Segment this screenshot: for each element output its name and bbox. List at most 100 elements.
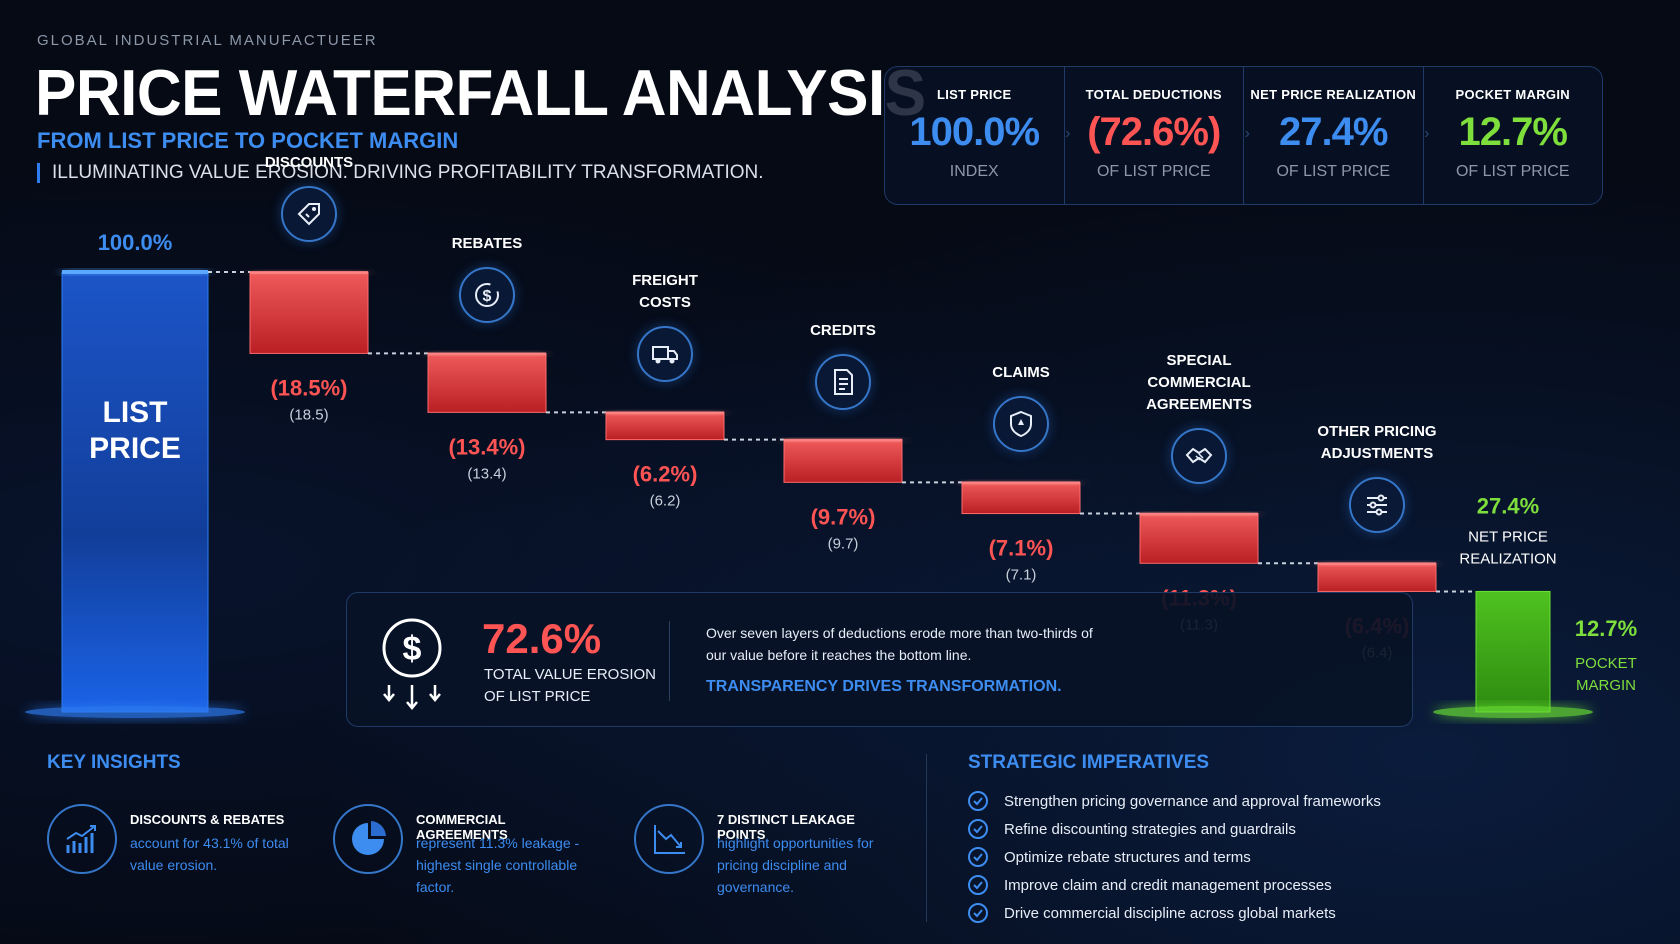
deduction-bar-glow [1318, 562, 1436, 566]
deduction-pct-label: (9.7%) [811, 504, 876, 529]
start-bar-base-glow [25, 706, 245, 718]
step-title-line: AGREEMENTS [1146, 395, 1252, 413]
kpi-label: LIST PRICE [936, 87, 1012, 102]
divider [669, 621, 670, 701]
list-item: Drive commercial discipline across globa… [968, 899, 1381, 927]
company-kicker: GLOBAL INDUSTRIAL MANUFACTUEER [37, 32, 378, 49]
step-title-line: OTHER PRICING [1317, 423, 1437, 441]
imperative-text: Optimize rebate structures and terms [1004, 848, 1251, 866]
check-circle-icon [968, 875, 988, 895]
pocket-value-label: 12.7% [1575, 616, 1637, 641]
start-value-label: 100.0% [98, 230, 173, 255]
erosion-value: 72.6% [482, 615, 602, 662]
step-title-line: DISCOUNTS [264, 154, 354, 171]
step-title-line: SPECIAL [1166, 351, 1232, 369]
list-item: Strengthen pricing governance and approv… [968, 787, 1381, 815]
end-bar [1475, 590, 1551, 713]
insight-body: highlight opportunities for pricing disc… [717, 835, 874, 895]
start-bar-label: LIST [103, 396, 168, 429]
page-title: PRICE WATERFALL ANALYSIS [35, 57, 926, 130]
insight-body: represent 11.3% leakage - highest single… [416, 835, 580, 895]
insight-title: 7 DISTINCT LEAKAGE POINTS [717, 812, 855, 842]
bar-chart-growth-icon [47, 804, 117, 874]
end-bar-base-glow [1433, 706, 1593, 718]
check-circle-icon [968, 819, 988, 839]
pie-chart-icon [333, 804, 403, 874]
kpi-label: NET PRICE REALIZATION [1250, 87, 1417, 102]
kpi-sub: OF LIST PRICE [1096, 163, 1211, 180]
kpi-list-price: LIST PRICE 100.0% INDEX › [885, 67, 1071, 204]
deduction-value-label: (7.1) [1006, 567, 1037, 584]
kpi-net-price-realization: NET PRICE REALIZATION 27.4% OF LIST PRIC… [1244, 67, 1430, 204]
step-title: CLAIMS [941, 362, 1101, 384]
insight-card: DISCOUNTS & REBATES account for 43.1% of… [47, 804, 307, 914]
deduction-pct-label: (13.4%) [448, 434, 525, 459]
deduction-pct-label: (18.5%) [270, 375, 347, 400]
kpi-strip: LIST PRICE 100.0% INDEX › TOTAL DEDUCTIO… [884, 66, 1603, 205]
summary-text: Over seven layers of deductions erode mo… [706, 625, 1093, 641]
step-title-line: CLAIMS [992, 364, 1050, 382]
deduction-value-label: (18.5) [289, 406, 328, 423]
document-icon [815, 353, 871, 410]
deduction-value-label: (9.7) [828, 535, 859, 552]
list-item: Improve claim and credit management proc… [968, 871, 1381, 899]
kpi-pocket-margin: POCKET MARGIN 12.7% OF LIST PRICE [1424, 67, 1603, 204]
summary-panel: $ 72.6% TOTAL VALUE EROSION OF LIST PRIC… [346, 592, 1413, 727]
step-title: FREIGHT COSTS [585, 270, 745, 314]
step-title: OTHER PRICING ADJUSTMENTS [1297, 421, 1457, 465]
dollar-erosion-icon: $ [377, 613, 447, 713]
step-title-line: COSTS [639, 294, 691, 312]
net-label: REALIZATION [1459, 550, 1556, 567]
chevron-right-icon: › [1424, 125, 1430, 142]
svg-text:$: $ [483, 288, 492, 305]
imperatives-list: Strengthen pricing governance and approv… [968, 787, 1381, 927]
deduction-bar-glow [784, 438, 902, 442]
tagline: ILLUMINATING VALUE EROSION. DRIVING PROF… [37, 163, 764, 183]
list-item: Refine discounting strategies and guardr… [968, 815, 1381, 843]
kpi-value: 100.0% [909, 110, 1040, 154]
shield-icon [993, 396, 1049, 453]
insight-card: COMMERCIAL AGREEMENTS represent 11.3% le… [333, 804, 593, 914]
deduction-bar-glow [962, 481, 1080, 485]
kpi-sub: OF LIST PRICE [1455, 163, 1570, 180]
kpi-label: TOTAL DEDUCTIONS [1085, 87, 1222, 102]
deduction-bar [605, 411, 725, 441]
start-bar-glow [62, 270, 208, 274]
deduction-bar [783, 439, 903, 483]
strategic-imperatives-title: STRATEGIC IMPERATIVES [968, 752, 1210, 773]
net-value-label: 27.4% [1477, 493, 1539, 518]
pocket-label: POCKET [1575, 655, 1637, 672]
deduction-value-label: (13.4) [467, 465, 506, 482]
deduction-bar-glow [428, 352, 546, 356]
imperative-text: Improve claim and credit management proc… [1004, 876, 1332, 894]
insight-body: account for 43.1% of total value erosion… [130, 835, 289, 873]
insight-card: 7 DISTINCT LEAKAGE POINTS highlight oppo… [634, 804, 894, 914]
tag-icon [281, 186, 337, 242]
step-title-line: REBATES [451, 235, 523, 253]
start-bar-label: PRICE [89, 432, 181, 465]
deduction-bar-glow [1140, 512, 1258, 516]
key-insights-title: KEY INSIGHTS [47, 752, 181, 773]
step-title-line: ADJUSTMENTS [1320, 445, 1434, 463]
start-bar [61, 271, 209, 713]
deduction-pct-label: (6.2%) [633, 462, 698, 487]
pocket-label: MARGIN [1576, 677, 1636, 694]
deduction-bar-glow [606, 411, 724, 415]
step-title-line: COMMERCIAL [1147, 373, 1251, 391]
net-label: NET PRICE [1468, 528, 1548, 545]
page-subtitle: FROM LIST PRICE TO POCKET MARGIN [37, 128, 459, 153]
sliders-icon [1349, 477, 1405, 534]
check-circle-icon [968, 903, 988, 923]
erosion-label: OF LIST PRICE [484, 688, 591, 705]
imperative-text: Drive commercial discipline across globa… [1004, 904, 1336, 922]
list-item: Optimize rebate structures and terms [968, 843, 1381, 871]
step-title: CREDITS [763, 320, 923, 342]
summary-cta: TRANSPARENCY DRIVES TRANSFORMATION. [706, 678, 1062, 695]
downtrend-chart-icon [634, 804, 704, 874]
kpi-value: (72.6%) [1087, 110, 1221, 154]
step-title: DISCOUNTS [229, 152, 389, 174]
handshake-icon [1171, 427, 1227, 484]
deduction-pct-label: (7.1%) [989, 536, 1054, 561]
kpi-sub: INDEX [949, 163, 999, 180]
deduction-bar [427, 352, 547, 413]
